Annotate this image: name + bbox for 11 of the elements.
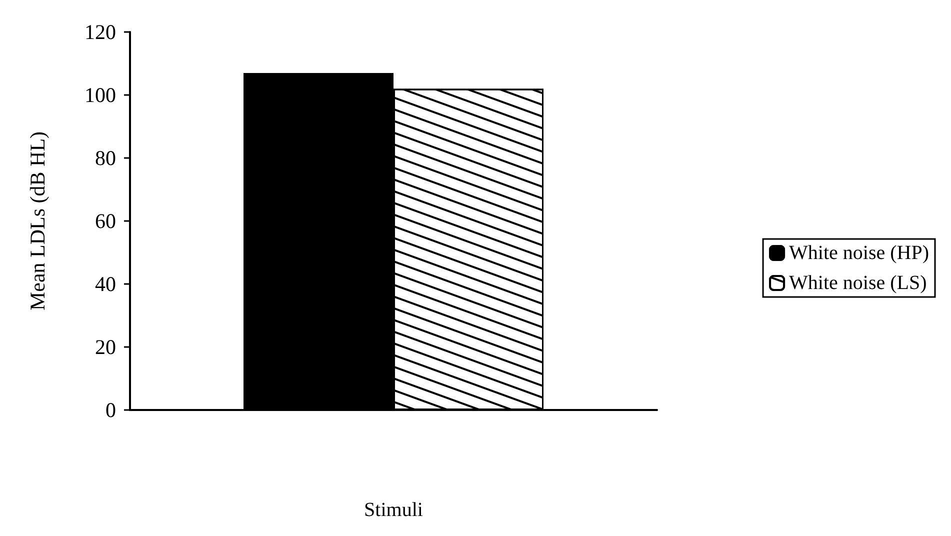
- legend-label: White noise (HP): [789, 242, 930, 264]
- y-axis-title: Mean LDLs (dB HL): [26, 131, 50, 311]
- y-tick-label: 60: [95, 209, 116, 233]
- y-tick-label: 120: [84, 20, 116, 44]
- y-tick-label: 100: [84, 83, 116, 107]
- y-tick-label: 20: [95, 335, 116, 359]
- x-axis-title: Stimuli: [364, 499, 424, 521]
- legend-label: White noise (LS): [789, 272, 927, 294]
- y-tick-label: 40: [95, 272, 116, 296]
- y-tick-label: 0: [106, 398, 116, 422]
- y-tick-label: 80: [95, 146, 116, 170]
